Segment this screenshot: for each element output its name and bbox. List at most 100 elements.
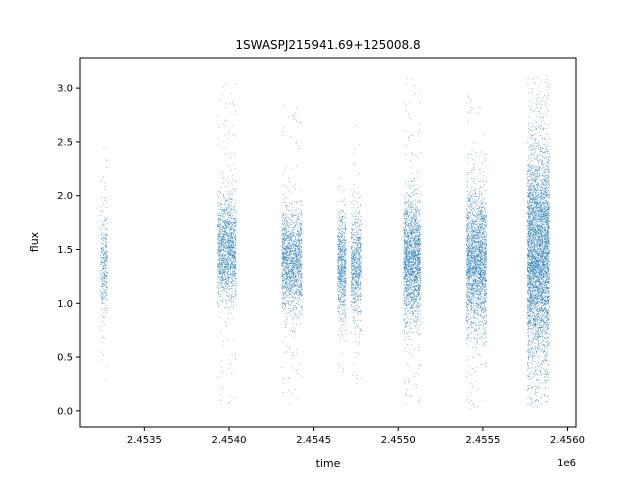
data-point xyxy=(294,304,296,306)
data-point xyxy=(285,263,287,265)
data-point xyxy=(219,127,220,129)
data-point xyxy=(354,262,355,264)
data-point xyxy=(289,292,291,294)
data-point xyxy=(417,266,418,268)
data-point xyxy=(344,262,346,264)
data-point xyxy=(231,221,233,223)
data-point xyxy=(289,255,291,256)
data-point xyxy=(352,272,354,274)
data-point xyxy=(294,285,296,287)
data-point xyxy=(356,284,358,286)
data-point xyxy=(357,193,359,195)
data-point xyxy=(227,273,228,275)
data-point xyxy=(285,214,287,216)
data-point xyxy=(231,246,233,247)
data-point xyxy=(337,235,339,237)
data-point xyxy=(217,265,219,266)
data-point xyxy=(344,311,346,313)
data-point xyxy=(359,230,361,231)
data-point xyxy=(285,238,287,240)
data-point xyxy=(231,266,233,268)
data-point xyxy=(235,268,236,270)
data-point xyxy=(341,237,342,238)
data-point xyxy=(357,234,359,236)
data-point xyxy=(341,289,343,290)
data-point xyxy=(343,248,345,249)
data-point xyxy=(294,292,296,294)
data-point xyxy=(297,262,299,264)
data-point xyxy=(345,248,346,249)
data-point xyxy=(351,261,353,263)
data-point xyxy=(233,258,235,260)
data-point xyxy=(282,280,284,282)
data-point xyxy=(292,213,293,215)
data-point xyxy=(105,265,107,266)
data-point xyxy=(104,197,105,199)
data-point xyxy=(294,259,296,260)
data-point xyxy=(345,248,347,250)
data-point xyxy=(226,256,228,258)
data-point xyxy=(106,255,108,257)
data-point xyxy=(351,233,352,235)
data-point xyxy=(231,291,233,293)
data-point xyxy=(235,213,237,215)
data-point xyxy=(106,254,108,256)
data-point xyxy=(296,253,297,255)
data-point xyxy=(282,238,284,239)
data-point xyxy=(301,274,303,276)
data-point xyxy=(295,254,297,256)
data-point xyxy=(219,282,221,284)
data-point xyxy=(295,188,296,190)
data-point xyxy=(294,265,296,266)
data-point xyxy=(294,266,295,268)
data-point xyxy=(290,276,292,277)
data-point xyxy=(282,279,284,281)
data-point xyxy=(288,257,290,259)
data-point xyxy=(228,233,230,234)
data-point xyxy=(339,210,341,211)
data-point xyxy=(297,215,299,217)
data-point xyxy=(339,256,341,258)
data-point xyxy=(360,266,361,268)
data-point xyxy=(295,260,297,262)
data-point xyxy=(300,266,302,268)
data-point xyxy=(231,282,233,284)
data-point xyxy=(299,268,301,270)
data-point xyxy=(301,200,303,202)
data-point xyxy=(338,249,340,250)
data-point xyxy=(355,334,356,335)
data-point xyxy=(295,279,297,280)
data-point xyxy=(297,289,298,291)
data-point xyxy=(226,268,228,270)
data-point xyxy=(404,287,406,289)
data-point xyxy=(283,258,285,260)
data-point xyxy=(288,236,290,238)
data-point xyxy=(223,248,224,250)
data-point xyxy=(229,223,231,224)
data-point xyxy=(345,245,346,247)
data-point xyxy=(105,285,107,287)
data-point xyxy=(340,298,342,300)
data-point xyxy=(219,99,221,100)
data-point xyxy=(234,277,236,279)
data-point xyxy=(359,242,361,244)
data-point xyxy=(293,283,295,285)
data-point xyxy=(284,286,286,287)
data-point xyxy=(225,282,227,283)
data-point xyxy=(283,287,285,289)
data-point xyxy=(292,270,294,272)
data-point xyxy=(295,328,296,330)
data-point xyxy=(231,305,233,307)
data-point xyxy=(340,257,342,258)
data-point xyxy=(290,262,292,264)
data-point xyxy=(106,167,108,169)
data-point xyxy=(340,303,341,305)
data-point xyxy=(298,287,300,288)
data-point xyxy=(293,327,295,329)
data-point xyxy=(340,292,342,293)
data-point xyxy=(103,238,104,239)
data-point xyxy=(344,222,346,224)
data-point xyxy=(286,345,288,347)
data-point xyxy=(233,260,234,262)
data-point xyxy=(233,296,235,297)
